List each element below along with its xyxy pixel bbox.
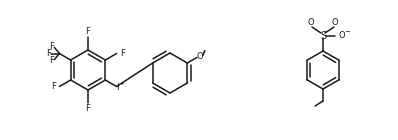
Text: S: S <box>320 31 326 41</box>
Text: F: F <box>120 49 125 58</box>
Text: −: − <box>344 29 350 35</box>
Text: F: F <box>51 82 57 91</box>
Text: F: F <box>49 42 54 51</box>
Text: F: F <box>46 49 51 58</box>
Text: O: O <box>339 31 345 39</box>
Text: F: F <box>49 56 54 65</box>
Text: +: + <box>119 81 125 86</box>
Text: F: F <box>86 27 90 36</box>
Text: O: O <box>332 18 338 26</box>
Text: O: O <box>197 52 203 61</box>
Text: O: O <box>308 18 314 26</box>
Text: I: I <box>116 83 119 92</box>
Text: F: F <box>86 104 90 113</box>
